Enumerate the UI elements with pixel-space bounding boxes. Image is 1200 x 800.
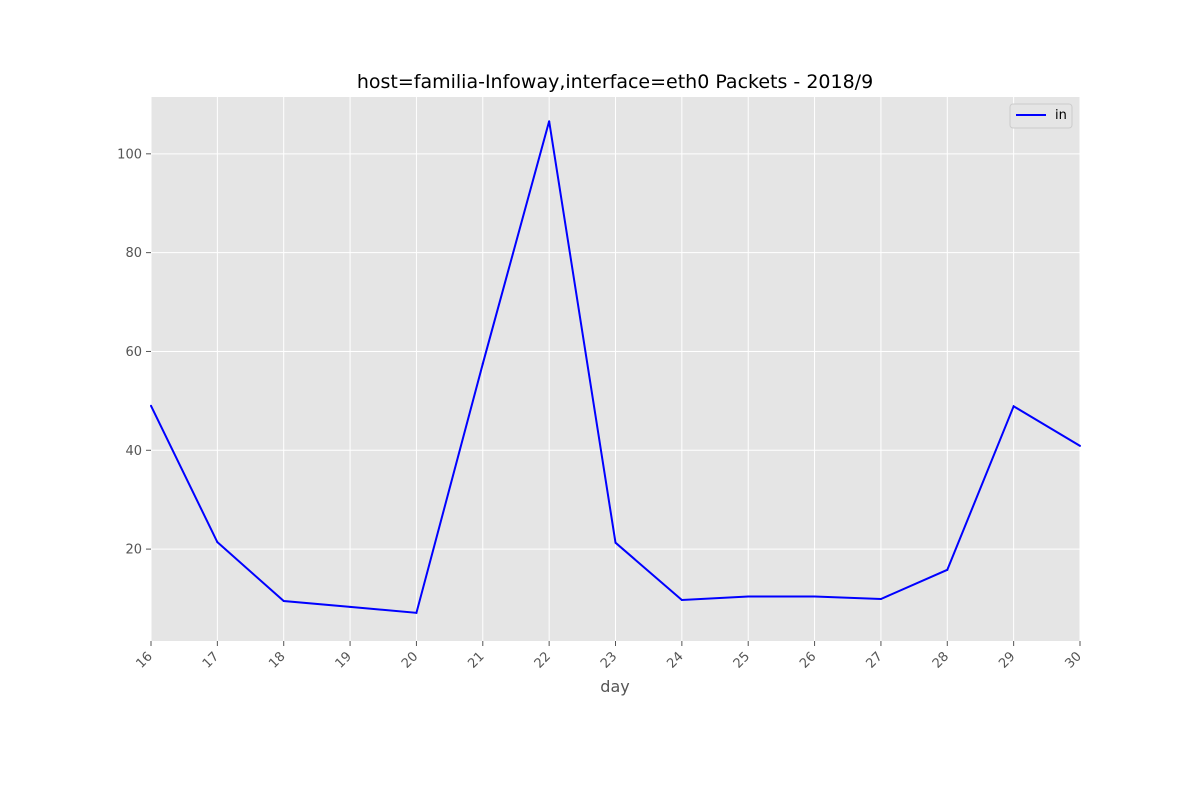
- data-point: [879, 598, 882, 601]
- x-tick-label: 28: [930, 649, 952, 671]
- x-tick-label: 30: [1063, 649, 1085, 671]
- x-tick-label: 25: [731, 649, 753, 671]
- chart-title: host=familia-Infoway,interface=eth0 Pack…: [357, 71, 873, 93]
- data-point: [1012, 405, 1015, 408]
- x-tick-label: 17: [200, 649, 222, 671]
- x-tick-label: 16: [134, 649, 156, 671]
- y-tick-label: 100: [117, 147, 142, 162]
- x-tick-label: 21: [465, 649, 487, 671]
- x-tick-label: 20: [399, 649, 421, 671]
- legend-label-in: in: [1055, 108, 1067, 123]
- series-layer: [150, 120, 1081, 614]
- x-axis-ticks: 16 17 18 19 20 21 22 23 24 25 26 27 28 29 30: [134, 641, 1085, 672]
- x-tick-label: 26: [797, 649, 819, 671]
- data-point: [548, 120, 551, 123]
- data-point: [481, 362, 484, 365]
- x-tick-label: 24: [664, 649, 686, 671]
- y-tick-label: 20: [125, 543, 142, 558]
- data-point: [680, 598, 683, 601]
- data-point: [747, 595, 750, 598]
- data-point: [216, 541, 219, 544]
- y-tick-label: 40: [125, 444, 142, 459]
- y-tick-label: 80: [125, 246, 142, 261]
- x-tick-label: 22: [532, 649, 554, 671]
- y-axis-ticks: 20 40 60 80 100: [117, 147, 151, 558]
- x-gridlines: [150, 97, 1081, 641]
- x-tick-label: 29: [996, 649, 1018, 671]
- x-tick-label: 19: [333, 649, 355, 671]
- legend: in: [1009, 103, 1073, 129]
- data-point: [1079, 444, 1081, 447]
- data-point: [813, 595, 816, 598]
- y-tick-label: 60: [125, 345, 142, 360]
- x-tick-label: 27: [863, 649, 885, 671]
- data-point: [614, 541, 617, 544]
- x-axis-label: day: [600, 677, 629, 696]
- x-tick-label: 23: [598, 649, 620, 671]
- data-point: [415, 611, 418, 614]
- data-point: [349, 605, 352, 608]
- data-point: [150, 404, 152, 407]
- data-point: [946, 568, 949, 571]
- x-tick-label: 18: [266, 649, 288, 671]
- data-point: [282, 599, 285, 602]
